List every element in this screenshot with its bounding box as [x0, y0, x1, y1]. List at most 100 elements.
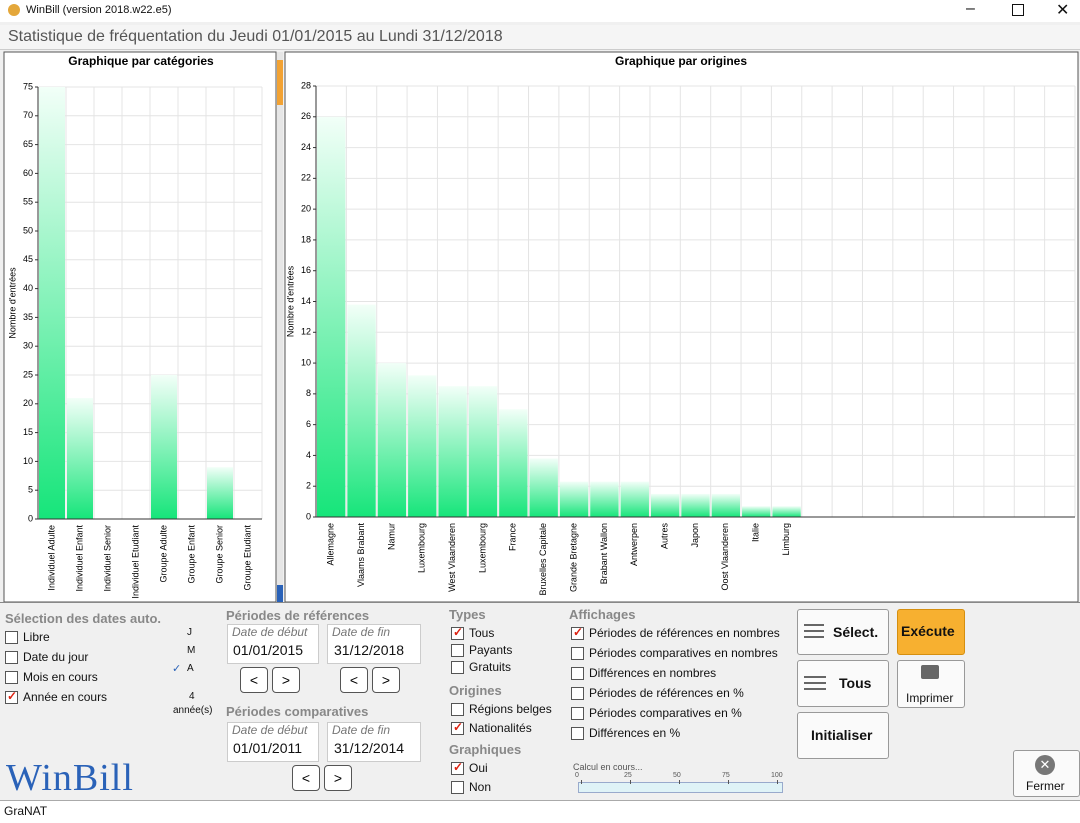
- checkbox[interactable]: [451, 781, 464, 794]
- x-tick-label: Groupe Enfant: [186, 525, 196, 584]
- section-title: Périodes comparatives: [226, 704, 369, 719]
- unit-option[interactable]: M: [187, 645, 196, 656]
- init-button[interactable]: [797, 712, 889, 759]
- y-tick-label: 0: [306, 511, 311, 521]
- bar: [711, 493, 741, 517]
- all-button[interactable]: [797, 660, 889, 707]
- y-tick-label: 12: [301, 327, 311, 337]
- date-field[interactable]: [227, 624, 319, 664]
- logo: WinBill: [6, 757, 134, 799]
- print-button[interactable]: [897, 660, 965, 708]
- y-tick-label: 8: [306, 388, 311, 398]
- checkbox[interactable]: [451, 703, 464, 716]
- y-axis-label: Nombre d'entrées: [285, 265, 295, 337]
- icon: [804, 624, 824, 626]
- progress-tick: [679, 780, 680, 784]
- button-label: Initialiser: [811, 727, 873, 743]
- checkbox[interactable]: [5, 671, 18, 684]
- checkbox[interactable]: [571, 625, 584, 640]
- next-button[interactable]: >: [272, 667, 300, 693]
- scroll-thumb[interactable]: [277, 60, 283, 105]
- date-field[interactable]: [227, 722, 319, 762]
- y-tick-label: 26: [301, 111, 311, 121]
- close-window[interactable]: ✕: [1056, 2, 1070, 19]
- y-tick-label: 6: [306, 419, 311, 429]
- y-tick-label: 18: [301, 234, 311, 244]
- x-tick-label: Individuel Adulte: [46, 525, 56, 591]
- section-title: Affichages: [569, 607, 636, 622]
- prev-button[interactable]: <: [240, 667, 268, 693]
- bar: [207, 467, 233, 519]
- field-label: Date de fin: [332, 625, 391, 639]
- x-tick-label: Groupe Etudiant: [242, 525, 252, 591]
- scroll-thumb-end[interactable]: [277, 585, 283, 602]
- printer-icon: [921, 665, 939, 679]
- minimize[interactable]: –: [966, 0, 975, 17]
- bar: [620, 481, 649, 517]
- window-title: WinBill (version 2018.w22.e5): [26, 4, 172, 16]
- x-tick-label: Groupe Senior: [214, 525, 224, 584]
- x-tick-label: Grande Bretagne: [568, 523, 578, 592]
- option: Périodes comparatives en %: [589, 706, 742, 720]
- checkbox[interactable]: [451, 625, 464, 640]
- unit-check: ✓: [172, 663, 182, 675]
- prev-button[interactable]: <: [340, 667, 368, 693]
- section-title: Types: [449, 607, 486, 622]
- y-tick-label: 16: [301, 265, 311, 275]
- y-tick-label: 45: [23, 254, 33, 264]
- x-tick-label: Oost Vlaanderen: [720, 523, 730, 591]
- option: Périodes comparatives en nombres: [589, 646, 778, 660]
- checkbox[interactable]: [571, 727, 584, 740]
- progress-bar: [578, 782, 783, 793]
- select-button[interactable]: [797, 609, 889, 655]
- x-tick-label: Luxembourg: [477, 523, 487, 573]
- chart-title: Graphique par origines: [615, 54, 747, 68]
- button-label: Sélect.: [833, 624, 879, 640]
- date-field[interactable]: [327, 624, 421, 664]
- y-tick-label: 5: [28, 485, 33, 495]
- button-label: Exécute: [901, 623, 955, 639]
- date-field[interactable]: [327, 722, 421, 762]
- checkbox[interactable]: [451, 720, 464, 735]
- checkbox[interactable]: [571, 667, 584, 680]
- app-icon: [8, 4, 20, 16]
- next-button[interactable]: >: [372, 667, 400, 693]
- x-tick-label: Individuel Enfant: [74, 525, 84, 592]
- scrollbar[interactable]: [277, 52, 283, 602]
- x-tick-label: Bruxelles Capitale: [538, 523, 548, 596]
- checkbox[interactable]: [451, 760, 464, 775]
- y-tick-label: 25: [23, 369, 33, 379]
- checkbox[interactable]: [5, 631, 18, 644]
- option: Gratuits: [469, 660, 512, 674]
- progress-tick: [630, 780, 631, 784]
- y-tick-label: 35: [23, 312, 33, 322]
- bar: [377, 363, 407, 517]
- y-tick-label: 10: [301, 357, 311, 367]
- checkbox[interactable]: [571, 647, 584, 660]
- x-tick-label: Groupe Adulte: [158, 525, 168, 583]
- x-tick-label: Limburg: [781, 523, 791, 556]
- prev-button[interactable]: <: [292, 765, 320, 791]
- checkbox[interactable]: [5, 689, 18, 704]
- unit-option[interactable]: A: [187, 663, 194, 674]
- checkbox[interactable]: [571, 707, 584, 720]
- section-title: Origines: [449, 683, 502, 698]
- close-icon: ✕: [1035, 755, 1055, 775]
- option: Régions belges: [469, 702, 552, 716]
- checkbox[interactable]: [5, 651, 18, 664]
- y-tick-label: 65: [23, 139, 33, 149]
- checkbox[interactable]: [571, 687, 584, 700]
- next-button[interactable]: >: [324, 765, 352, 791]
- status-bar: [0, 800, 1080, 823]
- x-tick-label: Japon: [690, 523, 700, 548]
- checkbox[interactable]: [451, 661, 464, 674]
- bar: [468, 386, 498, 517]
- checkbox[interactable]: [451, 644, 464, 657]
- y-tick-label: 22: [301, 173, 311, 183]
- x-tick-label: West Vlaanderen: [447, 523, 457, 592]
- unit-option[interactable]: J: [187, 627, 192, 638]
- control-panel: [0, 602, 1080, 801]
- maximize[interactable]: [1012, 4, 1024, 16]
- execute-button[interactable]: [897, 609, 965, 655]
- button-label: Fermer: [1026, 779, 1065, 793]
